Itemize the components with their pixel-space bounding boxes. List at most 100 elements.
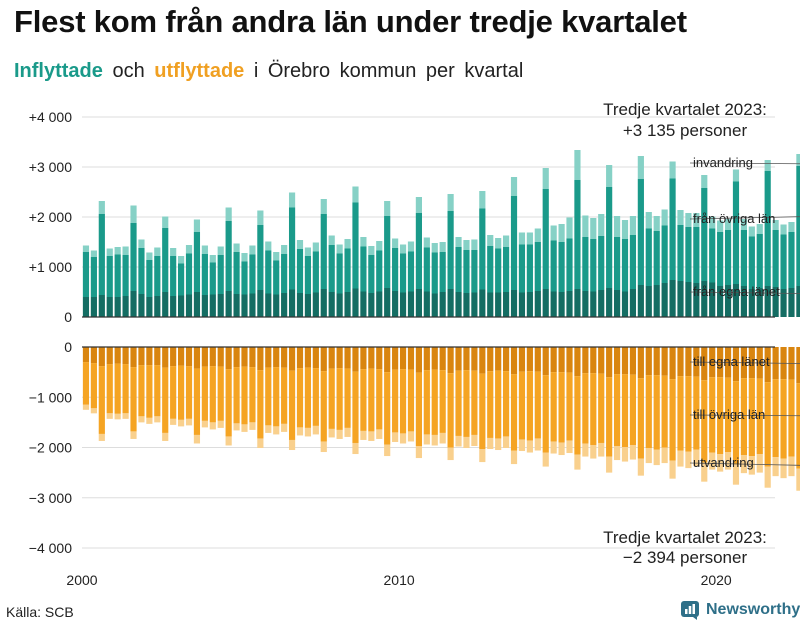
inflow-bar [392, 291, 399, 317]
outflow-bar [328, 428, 335, 438]
outflow-bar [447, 447, 454, 461]
inflow-bar [399, 292, 407, 317]
outflow-bar [407, 347, 415, 370]
annotation-top-line2: +3 135 personer [623, 121, 748, 140]
inflow-bar [368, 255, 375, 293]
inflow-bar [90, 250, 97, 257]
inflow-bar [241, 294, 248, 317]
outflow-bar [598, 442, 605, 457]
inflow-bar [336, 253, 343, 294]
outflow-bar [439, 432, 446, 444]
outflow-bar [590, 444, 597, 459]
axes [82, 162, 800, 466]
outflow-bar [185, 418, 193, 426]
inflow-bar [693, 213, 700, 227]
inflow-bar [471, 292, 478, 317]
inflow-bar [336, 244, 343, 254]
inflow-bar [693, 283, 700, 317]
inflow-bar [542, 189, 549, 289]
outflow-bar [431, 434, 438, 446]
outflow-bar [574, 376, 581, 455]
subtitle-rest: i Örebro kommun per kvartal [253, 60, 524, 82]
inflow-bar [534, 242, 541, 291]
inflow-bar [590, 291, 597, 317]
inflow-bar [463, 250, 470, 293]
inflow-bar [407, 251, 415, 292]
outflow-bar [178, 347, 185, 366]
outflow-bar [241, 347, 248, 367]
outflow-bar [146, 417, 153, 424]
inflow-bar [645, 228, 652, 286]
outflow-bar [225, 436, 232, 446]
inflow-bar [122, 296, 129, 317]
inflow-bar [764, 286, 771, 317]
inflow-bar [415, 197, 422, 213]
inflow-bar [606, 288, 613, 317]
outflow-bar [185, 366, 193, 419]
outflow-bar [154, 416, 161, 423]
inflow-bar [82, 252, 90, 297]
inflow-bar [82, 245, 90, 252]
outflow-bar [360, 430, 367, 440]
inflow-bar [503, 292, 510, 317]
inflow-bar [225, 291, 232, 317]
outflow-bar [677, 376, 684, 451]
outflow-bar [526, 371, 533, 441]
inflow-bar [487, 235, 494, 246]
outflow-bar [613, 445, 621, 461]
outflow-bar [685, 376, 692, 452]
inflow-bar [732, 284, 740, 317]
outflow-bar [455, 347, 462, 371]
outflow-bar [296, 427, 304, 436]
inflow-bar [162, 216, 169, 228]
outflow-bar [415, 347, 422, 373]
outflow-bar [392, 432, 399, 442]
inflow-bar [431, 252, 438, 294]
inflow-bar [392, 248, 399, 291]
inflow-bar [566, 238, 573, 291]
inflow-bar [471, 239, 478, 250]
outflow-bar [360, 347, 367, 370]
outflow-bar [281, 347, 288, 368]
inflow-bar [637, 285, 644, 317]
inflow-bar [796, 286, 800, 317]
inflow-bar [550, 225, 557, 241]
inflow-bar [281, 245, 288, 254]
inflow-bar [352, 288, 359, 317]
outflow-bar [241, 366, 248, 425]
outflow-bar [637, 347, 644, 379]
outflow-bar [669, 460, 676, 479]
outflow-bar [368, 347, 375, 369]
subtitle-outflow-word: utflyttade [154, 60, 245, 82]
outflow-bar [701, 380, 708, 463]
outflow-bar [701, 347, 708, 381]
outflow-bar [693, 449, 700, 467]
outflow-bar [273, 367, 280, 427]
outflow-bar [90, 347, 97, 364]
inflow-bar [510, 177, 518, 196]
outflow-bar [503, 371, 510, 437]
outflow-bar [423, 347, 430, 371]
outflow-bar [312, 368, 319, 426]
outflow-bar [201, 347, 208, 367]
outflow-bar [732, 347, 740, 382]
inflow-bar [98, 295, 105, 317]
inflow-bar [669, 280, 676, 317]
inflow-bar [740, 230, 747, 286]
inflow-bar [724, 219, 732, 230]
outflow-bar [534, 347, 541, 372]
outflow-bar [503, 347, 510, 372]
outflow-bar [273, 426, 280, 435]
outflow-bar [629, 347, 637, 375]
labels: +4 000 +3 000 +2 000 +1 000 0 0 −1 000 −2 000 −3… [29, 100, 780, 588]
inflow-bar [122, 255, 129, 296]
inflow-bar [479, 289, 486, 317]
inflow-bar [162, 228, 169, 292]
outflow-bar [518, 371, 526, 440]
inflow-bar [423, 291, 430, 317]
inflow-bar [178, 256, 185, 264]
inflow-bar [542, 289, 549, 317]
inflow-bar [328, 292, 335, 317]
inflow-bar [621, 239, 629, 292]
inflow-bar [629, 235, 637, 289]
